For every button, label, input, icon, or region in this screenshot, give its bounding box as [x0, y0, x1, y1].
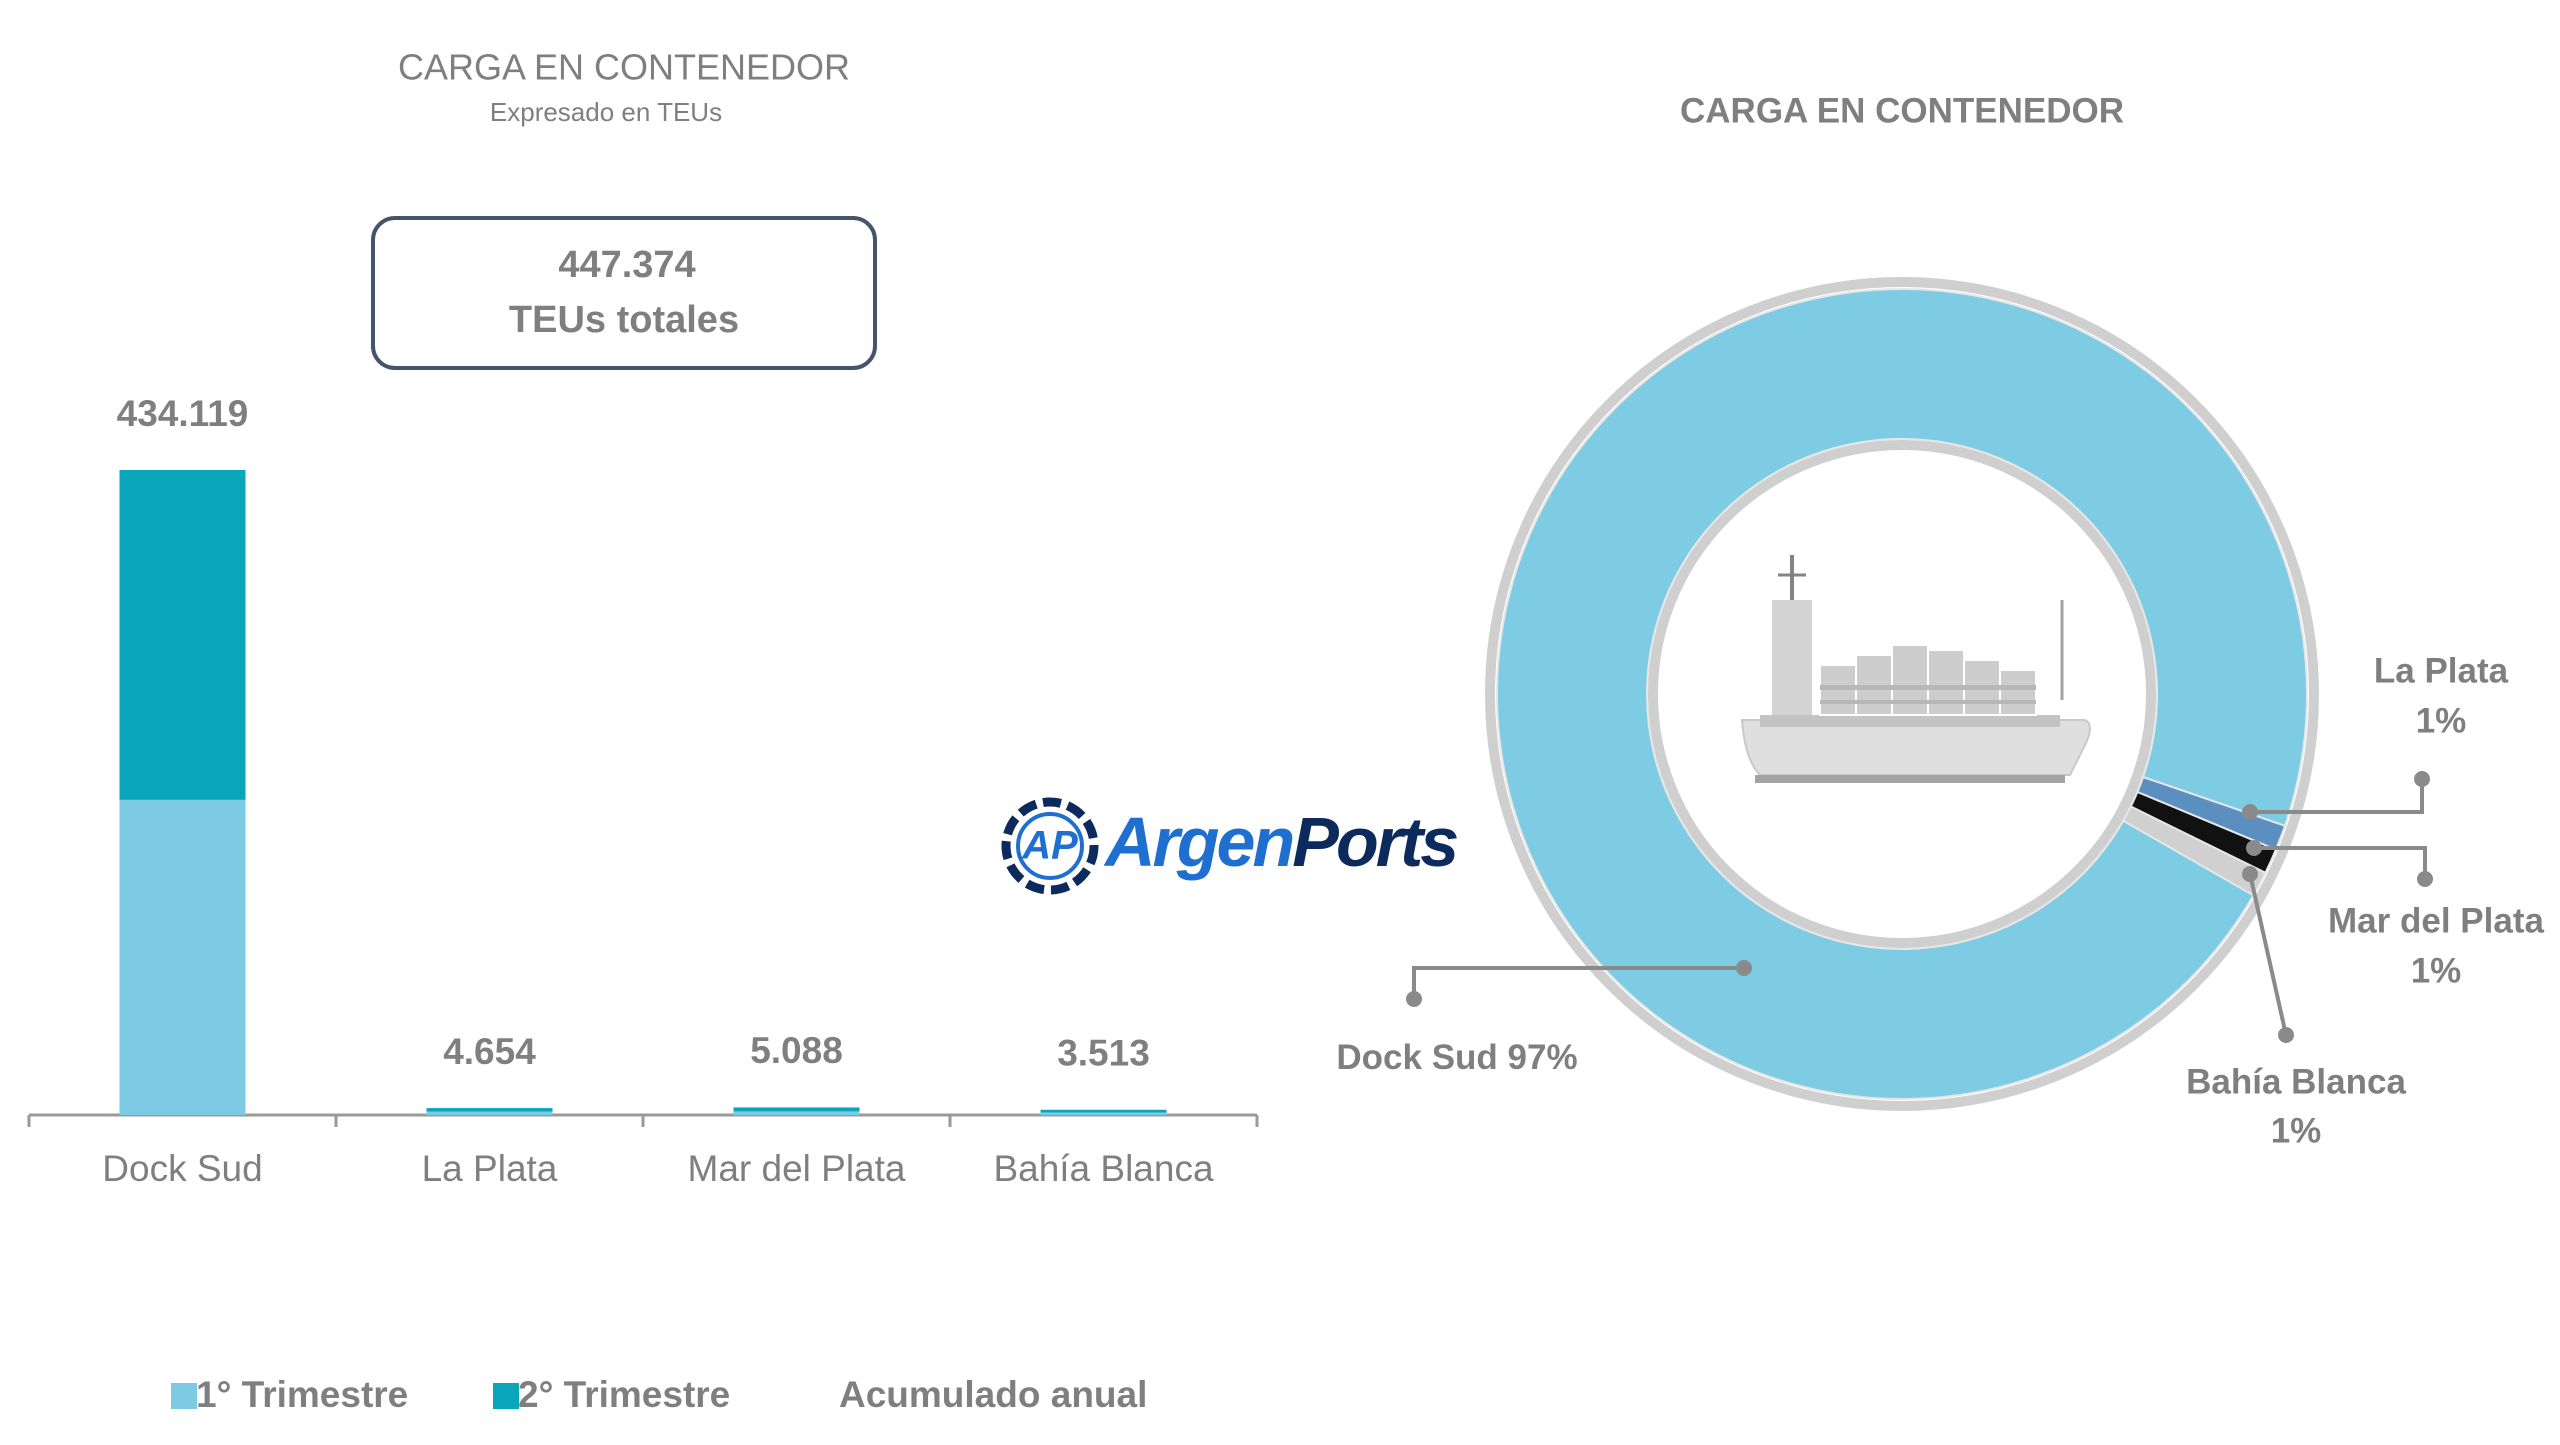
donut-slice: [2121, 805, 2267, 897]
legend-swatch: [493, 1383, 519, 1409]
leader-dot: [2278, 1027, 2294, 1043]
annotation-text: TEUs totales: [509, 299, 739, 341]
slice-value: 1%: [2416, 701, 2467, 740]
slice-category: Mar del Plata: [2328, 901, 2544, 940]
bar-segment: [1040, 1109, 1167, 1113]
ship-icon: [1740, 555, 2091, 783]
slice-value: 1%: [2271, 1111, 2322, 1150]
bar-segment: [733, 1107, 860, 1112]
bar-segment: [733, 1111, 860, 1115]
leader-dot: [1736, 960, 1752, 976]
leader-dot: [2242, 804, 2258, 820]
total-label: 3.513: [1057, 1033, 1150, 1074]
bar-segment: [426, 1108, 553, 1112]
bar-segment: [426, 1111, 553, 1115]
x-tick-label: Dock Sud: [102, 1148, 262, 1189]
donut-outline: [1485, 277, 2319, 1111]
bar-subtitle: Expresado en TEUs: [490, 97, 722, 127]
total-label: 5.088: [750, 1030, 843, 1071]
watermark: AP ArgenPorts: [1001, 797, 1460, 895]
total-label: 434.119: [117, 393, 249, 434]
logo-text: ArgenPorts: [1103, 803, 1457, 881]
slices: [1496, 288, 2309, 1100]
donut-title: CARGA EN CONTENEDOR: [1680, 91, 2124, 130]
slice-category: Bahía Blanca: [2186, 1062, 2406, 1101]
leader-dot: [2414, 771, 2430, 787]
leader-dot: [2417, 871, 2433, 887]
donut-slice: [1496, 288, 2309, 1100]
bar-segment: [119, 470, 246, 800]
slice-value: 97%: [1508, 1038, 1578, 1077]
logo-core: [1016, 812, 1084, 880]
legend-label: 2° Trimestre: [518, 1374, 730, 1415]
bar-title: CARGA EN CONTENEDOR: [398, 47, 850, 88]
bar-segment: [1040, 1112, 1167, 1115]
leader-dot: [2242, 866, 2258, 882]
logo-text-2: Ports: [1292, 803, 1457, 881]
legend-label: 1° Trimestre: [196, 1374, 408, 1415]
x-tick-label: Bahía Blanca: [993, 1148, 1214, 1189]
logo-ring: [1001, 797, 1099, 895]
leader-line: [2248, 873, 2288, 1036]
donut-inner-outline: [1648, 440, 2156, 948]
leader-line: [2250, 779, 2424, 814]
x-tick-label: Mar del Plata: [688, 1148, 906, 1189]
legend-label: Acumulado anual: [839, 1374, 1147, 1415]
slice-category: La Plata: [2374, 651, 2509, 690]
x-tick-label: La Plata: [422, 1148, 558, 1189]
slice-category: Dock Sud: [1336, 1038, 1497, 1077]
annotation-value: 447.374: [558, 244, 695, 286]
annotation-box: [371, 216, 877, 370]
legend-swatch: [171, 1383, 197, 1409]
slice-value: 1%: [2411, 951, 2462, 990]
logo-icon: AP: [1021, 824, 1078, 868]
leader-line: [2254, 846, 2427, 879]
leader-line: [1412, 966, 1744, 999]
total-label: 4.654: [443, 1031, 536, 1072]
slice-label: Dock Sud 97%: [1336, 1038, 1577, 1077]
bar-segment: [119, 799, 246, 1115]
leader-dot: [1406, 991, 1422, 1007]
logo-text-1: Argen: [1103, 803, 1292, 881]
leader-dot: [2246, 840, 2262, 856]
